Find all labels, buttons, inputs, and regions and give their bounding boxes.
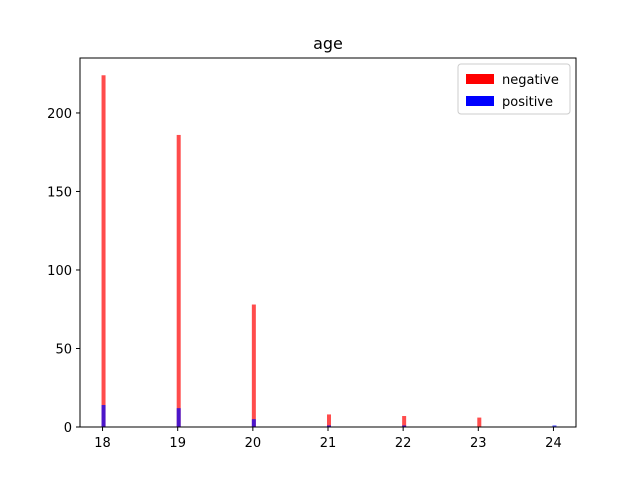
bar-negative-21 bbox=[327, 414, 331, 427]
y-tick-label: 0 bbox=[64, 421, 72, 436]
legend-label-negative: negative bbox=[502, 73, 559, 88]
y-tick-label: 150 bbox=[47, 185, 72, 200]
y-tick-label: 50 bbox=[55, 342, 72, 357]
bar-negative-22 bbox=[402, 416, 407, 427]
bar-positive-18 bbox=[101, 405, 106, 427]
x-tick-label: 23 bbox=[470, 436, 487, 451]
legend: negative positive bbox=[457, 63, 571, 115]
bar-positive-19 bbox=[176, 408, 181, 427]
x-axis: 18 19 20 21 22 23 24 bbox=[94, 427, 562, 451]
legend-swatch-negative bbox=[466, 74, 494, 84]
y-tick-label: 100 bbox=[47, 264, 72, 279]
x-tick-label: 24 bbox=[545, 436, 562, 451]
bar-positive-21 bbox=[327, 425, 331, 427]
bar-positive-22 bbox=[402, 425, 407, 427]
bar-negative-20 bbox=[251, 304, 256, 427]
bar-negative-19 bbox=[176, 134, 181, 427]
bar-negative-18 bbox=[101, 75, 106, 427]
x-tick-label: 19 bbox=[169, 436, 186, 451]
y-axis: 0 50 100 150 200 bbox=[47, 107, 80, 436]
y-tick-label: 200 bbox=[47, 107, 72, 122]
chart-title: age bbox=[313, 34, 343, 53]
legend-label-positive: positive bbox=[502, 95, 553, 110]
bars-group bbox=[101, 75, 557, 427]
bar-negative-23 bbox=[477, 417, 482, 427]
x-tick-label: 20 bbox=[245, 436, 262, 451]
x-tick-label: 21 bbox=[320, 436, 337, 451]
bar-positive-24 bbox=[552, 425, 557, 427]
x-tick-label: 22 bbox=[395, 436, 412, 451]
legend-swatch-positive bbox=[466, 96, 494, 106]
x-tick-label: 18 bbox=[94, 436, 111, 451]
bar-positive-20 bbox=[251, 419, 256, 427]
